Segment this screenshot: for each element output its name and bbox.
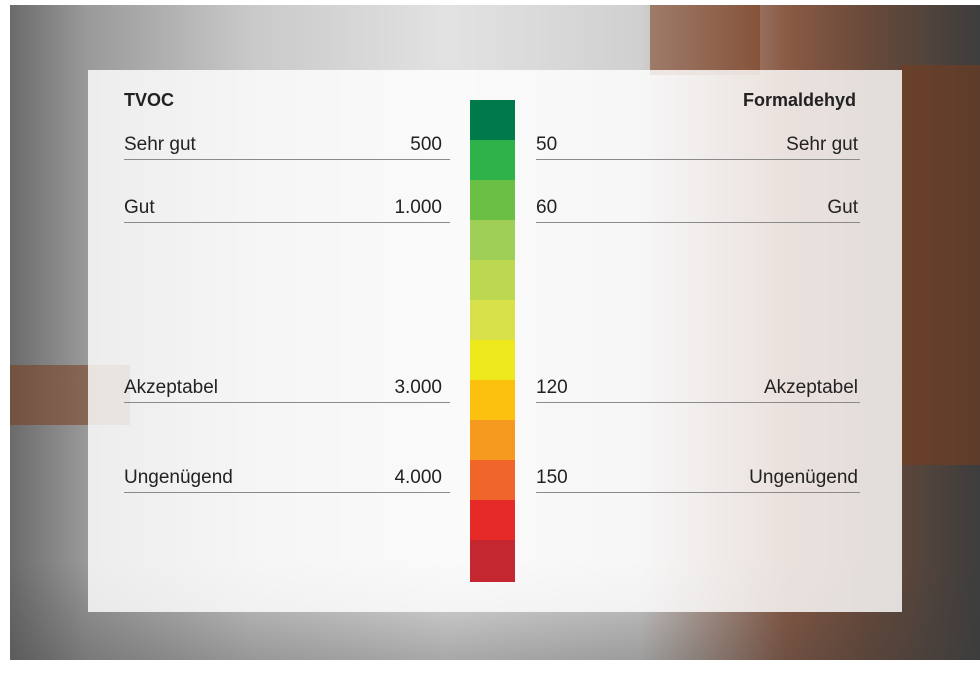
divider <box>536 492 860 493</box>
scale-step <box>470 260 515 300</box>
column-title: TVOC <box>124 89 174 111</box>
divider <box>124 159 450 160</box>
scale-step <box>470 500 515 540</box>
threshold-value: 60 <box>536 197 557 219</box>
rating-label: Sehr gut <box>124 134 196 156</box>
scale-step <box>470 540 515 582</box>
divider <box>124 492 450 493</box>
threshold-value: 4.000 <box>394 467 442 489</box>
page: TVOC Formaldehyd Sehr gut 500 Gut 1.000 Akzept… <box>0 0 980 674</box>
threshold-value: 150 <box>536 467 568 489</box>
column-title: Formaldehyd <box>743 89 856 111</box>
threshold-value: 120 <box>536 377 568 399</box>
rating-label: Ungenügend <box>124 467 233 489</box>
scale-step <box>470 100 515 140</box>
scale-step <box>470 300 515 340</box>
divider <box>536 159 860 160</box>
scale-step <box>470 140 515 180</box>
scale-step <box>470 180 515 220</box>
rating-label: Ungenügend <box>749 467 858 489</box>
color-scale <box>470 100 515 582</box>
scale-step <box>470 220 515 260</box>
divider <box>536 402 860 403</box>
rating-label: Akzeptabel <box>124 377 218 399</box>
divider <box>124 222 450 223</box>
threshold-value: 50 <box>536 134 557 156</box>
rating-label: Sehr gut <box>786 134 858 156</box>
rating-label: Gut <box>124 197 155 219</box>
threshold-value: 500 <box>410 134 442 156</box>
divider <box>124 402 450 403</box>
divider <box>536 222 860 223</box>
threshold-value: 3.000 <box>394 377 442 399</box>
scale-step <box>470 380 515 420</box>
wall-panel <box>650 5 760 75</box>
wall-panel <box>900 65 980 465</box>
threshold-value: 1.000 <box>394 197 442 219</box>
rating-label: Akzeptabel <box>764 377 858 399</box>
rating-label: Gut <box>827 197 858 219</box>
scale-step <box>470 420 515 460</box>
scale-step <box>470 340 515 380</box>
scale-step <box>470 460 515 500</box>
